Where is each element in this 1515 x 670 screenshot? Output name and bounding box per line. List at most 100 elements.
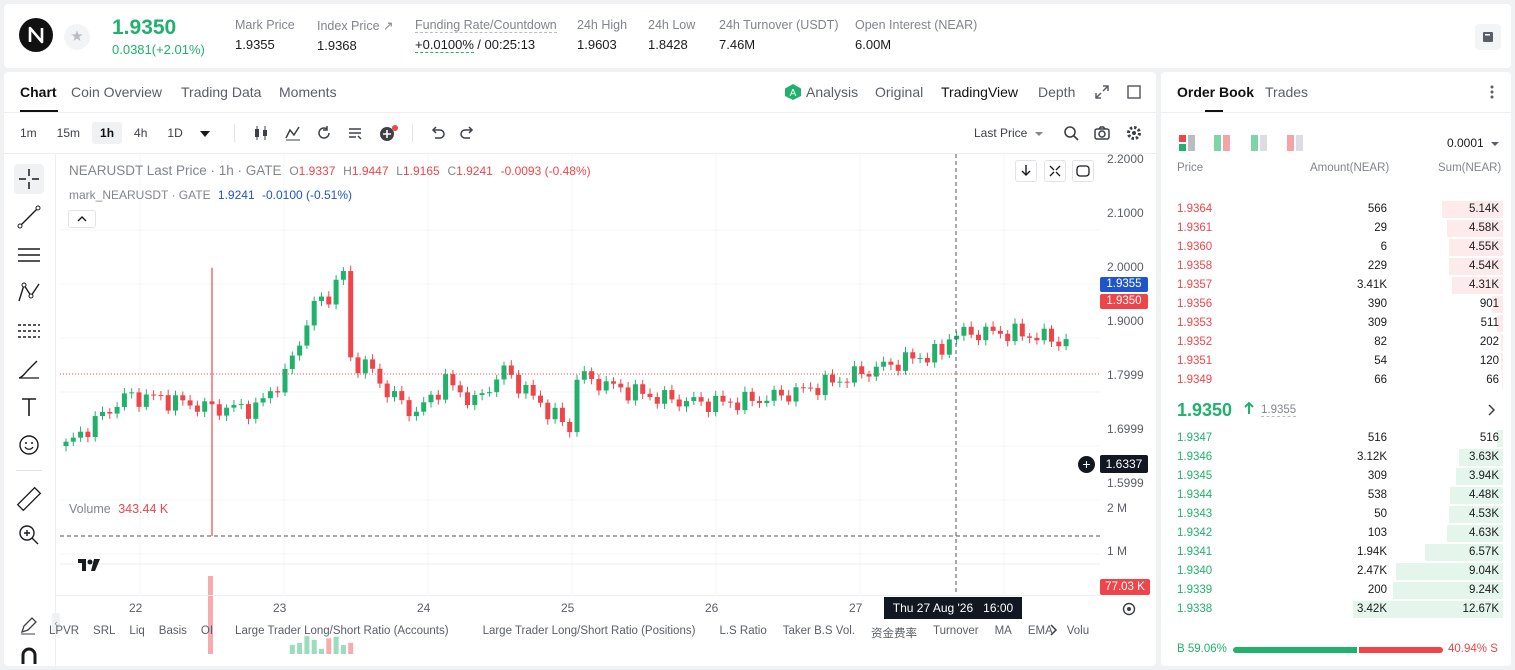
indicator-ema[interactable]: EMA: [1027, 625, 1053, 637]
indicator-srl[interactable]: SRL: [93, 625, 116, 637]
ask-row[interactable]: 1.9352 82 202: [1161, 333, 1511, 352]
expand-icon[interactable]: [1094, 84, 1110, 103]
bid-depth-bar: [1447, 525, 1503, 542]
tab-order-book[interactable]: Order Book: [1177, 84, 1255, 100]
brush-tool-icon[interactable]: [14, 354, 44, 384]
redo-icon[interactable]: [459, 124, 477, 145]
ask-row[interactable]: 1.9357 3.41K 4.31K: [1161, 276, 1511, 295]
indicator-oi[interactable]: OI: [200, 625, 214, 637]
indicator-funding[interactable]: 资金费率: [870, 628, 917, 640]
indicator-ma[interactable]: MA: [994, 625, 1012, 637]
edit-indicators-icon[interactable]: [18, 616, 38, 639]
view-analysis[interactable]: Analysis: [806, 84, 859, 100]
scroll-right-icon[interactable]: [1048, 623, 1060, 640]
auto-scale-icon[interactable]: [1044, 160, 1066, 182]
ask-row[interactable]: 1.9361 29 4.58K: [1161, 219, 1511, 238]
scroll-down-icon[interactable]: [1015, 160, 1037, 182]
fib-tool-icon[interactable]: [14, 240, 44, 270]
bid-row[interactable]: 1.9347 516 516: [1161, 429, 1511, 448]
replay-icon[interactable]: [315, 124, 333, 145]
bid-row[interactable]: 1.9340 2.47K 9.04K: [1161, 562, 1511, 581]
emoji-tool-icon[interactable]: [14, 430, 44, 460]
bid-row[interactable]: 1.9343 50 4.53K: [1161, 505, 1511, 524]
pattern-tool-icon[interactable]: [14, 278, 44, 308]
indicator-liq[interactable]: Liq: [129, 625, 145, 637]
timeframe-dropdown-icon[interactable]: [200, 127, 210, 141]
bid-row[interactable]: 1.9346 3.12K 3.63K: [1161, 448, 1511, 467]
indicator-lpvr[interactable]: LPVR: [49, 625, 80, 637]
view-depth[interactable]: Depth: [1038, 84, 1076, 100]
indicator-ls-ratio[interactable]: L.S Ratio: [719, 625, 767, 637]
tab-trading-data[interactable]: Trading Data: [181, 84, 262, 100]
indicator-taker-vol[interactable]: Taker B.S Vol.: [782, 625, 855, 637]
more-options-icon[interactable]: [1489, 84, 1495, 103]
chevron-right-icon[interactable]: [1487, 403, 1497, 420]
projection-tool-icon[interactable]: [14, 316, 44, 346]
collapse-toolbar-icon[interactable]: ‹: [52, 613, 60, 633]
zoom-in-tool-icon[interactable]: [14, 520, 44, 550]
ask-row[interactable]: 1.9349 66 66: [1161, 371, 1511, 390]
stat-index-price[interactable]: Index Price ↗ 1.9368: [317, 19, 394, 53]
tab-moments[interactable]: Moments: [279, 84, 337, 100]
timeframe-4h[interactable]: 4h: [134, 126, 148, 140]
templates-icon[interactable]: [346, 124, 364, 145]
timeframe-1m[interactable]: 1m: [20, 126, 37, 140]
magnet-tool-icon[interactable]: [14, 642, 44, 670]
favorite-star-icon[interactable]: ★: [64, 24, 90, 50]
ask-row[interactable]: 1.9351 54 120: [1161, 352, 1511, 371]
precision-select[interactable]: 0.0001: [1447, 136, 1500, 150]
indicators-icon[interactable]: [284, 124, 302, 145]
reset-chart-icon[interactable]: [1072, 160, 1094, 182]
chart-settings-icon[interactable]: [1120, 600, 1138, 621]
indicator-lt-positions[interactable]: Large Trader Long/Short Ratio (Positions…: [482, 625, 696, 637]
tab-coin-overview[interactable]: Coin Overview: [71, 84, 163, 100]
view-both-icon[interactable]: [1179, 135, 1195, 154]
indicator-turnover[interactable]: Turnover: [932, 625, 979, 637]
crosshair-tool-icon[interactable]: [14, 164, 44, 194]
candle-body: [282, 368, 288, 393]
ask-row[interactable]: 1.9353 309 511: [1161, 314, 1511, 333]
tab-trades[interactable]: Trades: [1265, 84, 1309, 100]
candle-type-icon[interactable]: [252, 124, 270, 145]
view-tradingview[interactable]: TradingView: [941, 84, 1019, 100]
candle-body: [881, 361, 887, 367]
bid-row[interactable]: 1.9341 1.94K 6.57K: [1161, 543, 1511, 562]
settings-gear-icon[interactable]: [1125, 124, 1143, 145]
candle-body: [632, 384, 638, 401]
timeframe-1h[interactable]: 1h: [92, 122, 123, 144]
ask-row[interactable]: 1.9360 6 4.55K: [1161, 238, 1511, 257]
collapse-legend-icon[interactable]: [68, 210, 96, 228]
indicator-basis[interactable]: Basis: [158, 625, 187, 637]
trend-line-tool-icon[interactable]: [14, 202, 44, 232]
timeframe-1d[interactable]: 1D: [167, 126, 183, 140]
ask-row[interactable]: 1.9358 229 4.54K: [1161, 257, 1511, 276]
bid-row[interactable]: 1.9339 200 9.24K: [1161, 581, 1511, 600]
timeframe-15m[interactable]: 15m: [56, 126, 81, 140]
add-alert-icon[interactable]: [378, 124, 400, 145]
ask-row[interactable]: 1.9364 566 5.14K: [1161, 200, 1511, 219]
ask-row[interactable]: 1.9356 390 901: [1161, 295, 1511, 314]
camera-icon[interactable]: [1093, 124, 1111, 145]
undo-icon[interactable]: [428, 124, 446, 145]
view-asks-icon[interactable]: [1287, 135, 1303, 154]
notebook-icon[interactable]: [1475, 24, 1501, 50]
search-icon[interactable]: [1062, 124, 1080, 145]
view-mixed-icon[interactable]: [1214, 135, 1230, 154]
view-bids-icon[interactable]: [1251, 135, 1267, 154]
bid-row[interactable]: 1.9338 3.42K 12.67K: [1161, 600, 1511, 619]
layout-icon[interactable]: [1126, 84, 1142, 103]
indicator-volume[interactable]: Volu: [1066, 625, 1090, 637]
price-type-select[interactable]: Last Price: [974, 126, 1043, 140]
add-order-plus-icon[interactable]: +: [1078, 456, 1095, 473]
bid-row[interactable]: 1.9342 103 4.63K: [1161, 524, 1511, 543]
view-original[interactable]: Original: [875, 84, 924, 100]
candlestick-chart[interactable]: [60, 154, 1156, 654]
candle-body: [647, 393, 653, 398]
indicator-lt-accounts[interactable]: Large Trader Long/Short Ratio (Accounts): [235, 625, 449, 637]
bid-row[interactable]: 1.9345 309 3.94K: [1161, 467, 1511, 486]
bid-row[interactable]: 1.9344 538 4.48K: [1161, 486, 1511, 505]
text-tool-icon[interactable]: [14, 392, 44, 422]
tab-chart[interactable]: Chart: [20, 84, 57, 100]
price-axis-label: 1.9000: [1107, 314, 1144, 328]
ruler-tool-icon[interactable]: [14, 484, 44, 514]
